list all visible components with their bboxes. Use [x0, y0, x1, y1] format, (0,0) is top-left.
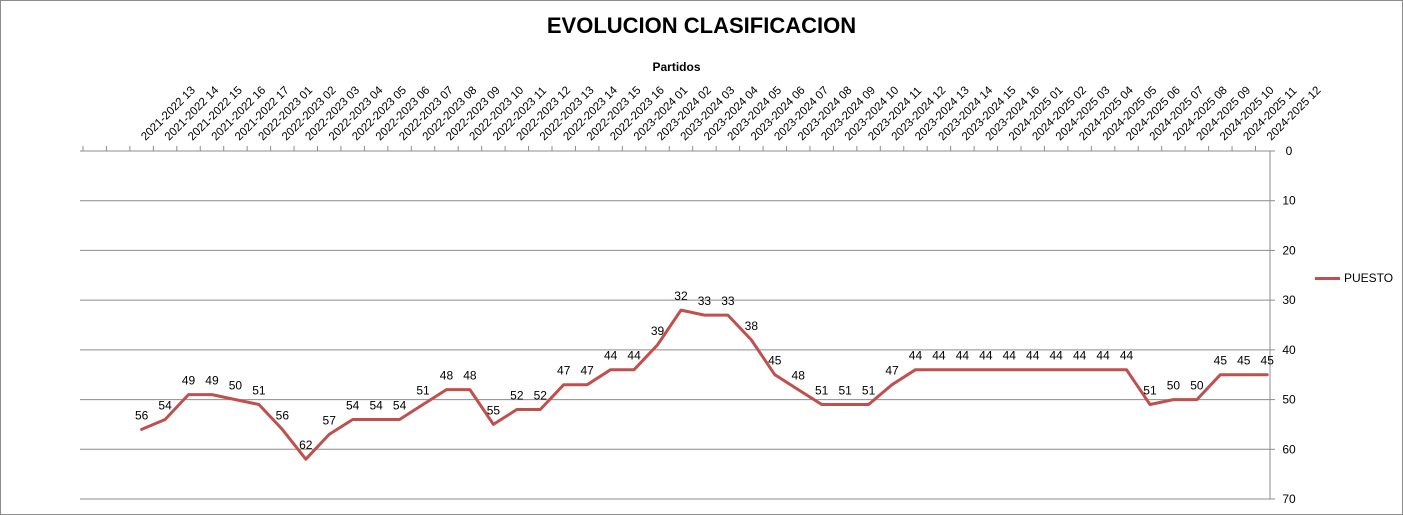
- data-label: 44: [932, 349, 946, 363]
- y-tick-label: 0: [1286, 144, 1293, 158]
- data-label: 54: [346, 398, 360, 412]
- data-label: 45: [768, 354, 782, 368]
- data-label: 54: [158, 398, 172, 412]
- data-label: 44: [909, 349, 923, 363]
- data-label: 44: [979, 349, 993, 363]
- data-label: 38: [745, 319, 759, 333]
- data-label: 55: [487, 403, 501, 417]
- data-label: 51: [862, 384, 876, 398]
- data-label: 48: [463, 369, 477, 383]
- data-label: 51: [838, 384, 852, 398]
- y-tick-label: 30: [1282, 293, 1296, 307]
- x-axis-title: Partidos: [652, 60, 701, 74]
- data-label: 50: [229, 379, 243, 393]
- y-tick-label: 60: [1282, 442, 1296, 456]
- data-label: 50: [1167, 379, 1181, 393]
- data-label: 44: [604, 349, 618, 363]
- data-label: 52: [510, 389, 524, 403]
- data-label: 44: [627, 349, 641, 363]
- data-label: 44: [1049, 349, 1063, 363]
- series-line-puesto: [140, 308, 1269, 461]
- y-tick-label: 70: [1282, 492, 1296, 506]
- data-label: 48: [440, 369, 454, 383]
- data-label: 47: [885, 364, 899, 378]
- legend: PUESTO: [1315, 271, 1393, 285]
- y-tick-label: 10: [1282, 194, 1296, 208]
- data-label: 44: [1096, 349, 1110, 363]
- data-label: 52: [534, 389, 548, 403]
- y-tick-label: 20: [1282, 243, 1296, 257]
- data-label: 44: [1073, 349, 1087, 363]
- data-label: 44: [1026, 349, 1040, 363]
- data-label: 50: [1190, 379, 1204, 393]
- data-label: 57: [323, 413, 337, 427]
- legend-label: PUESTO: [1344, 271, 1394, 285]
- data-label: 51: [1143, 384, 1157, 398]
- data-label: 51: [815, 384, 829, 398]
- data-label: 33: [698, 294, 712, 308]
- data-label: 39: [651, 324, 665, 338]
- data-label: 45: [1261, 354, 1275, 368]
- data-label: 44: [1003, 349, 1017, 363]
- data-label: 56: [135, 408, 149, 422]
- data-label: 48: [792, 369, 806, 383]
- data-label: 47: [557, 364, 571, 378]
- data-label: 56: [276, 408, 290, 422]
- data-label: 44: [956, 349, 970, 363]
- data-label: 54: [393, 398, 407, 412]
- data-label: 62: [299, 438, 313, 452]
- data-label: 32: [674, 289, 688, 303]
- data-label: 49: [205, 374, 219, 388]
- legend-swatch: [1315, 276, 1340, 280]
- data-label: 51: [252, 384, 266, 398]
- data-label: 44: [1120, 349, 1134, 363]
- chart-title: EVOLUCION CLASIFICACION: [546, 13, 857, 38]
- data-label: 47: [580, 364, 594, 378]
- data-label: 33: [721, 294, 735, 308]
- data-label: 45: [1237, 354, 1251, 368]
- data-label: 45: [1214, 354, 1228, 368]
- data-label: 49: [182, 374, 196, 388]
- data-label: 54: [369, 398, 383, 412]
- y-tick-label: 40: [1282, 343, 1296, 357]
- y-tick-label: 50: [1282, 393, 1296, 407]
- data-label: 51: [416, 384, 430, 398]
